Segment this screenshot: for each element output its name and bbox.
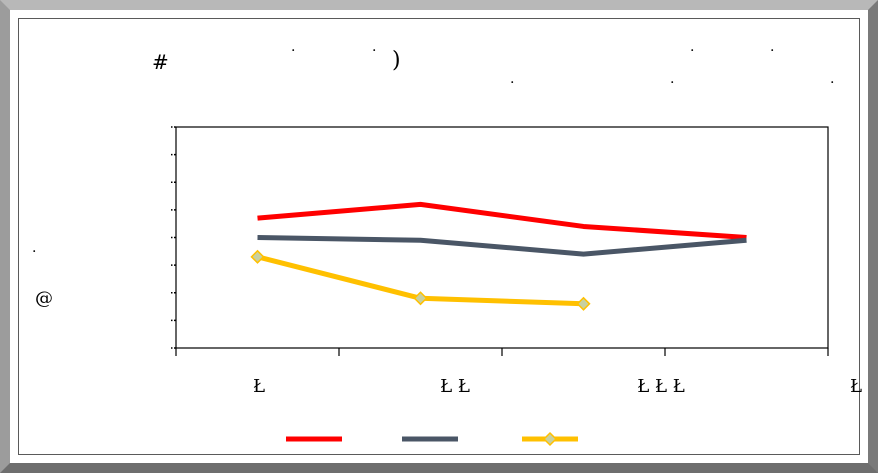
series-point-2 [576, 296, 591, 311]
yaxis-title-glyph-dot: · [32, 244, 37, 260]
x-tick-label: Ł [253, 376, 265, 397]
title-glyph-dot-6: . [670, 71, 675, 87]
title-glyph-dot-1: · [291, 43, 296, 59]
title-glyph-dot-3: · [690, 43, 695, 59]
series-point-2 [250, 249, 265, 264]
series-line-1 [257, 235, 747, 257]
x-tick-label: Ł Ł [440, 376, 470, 397]
title-glyph-dot-5: . [510, 71, 515, 87]
series-point-2 [413, 291, 428, 306]
title-glyph-dot-2: · [372, 43, 377, 59]
yaxis-title-glyph-at: @ [35, 288, 53, 309]
x-tick-label: Ł [850, 376, 862, 397]
title-glyph-hash: # [152, 50, 169, 74]
x-tick-label: Ł Ł Ł [637, 376, 685, 397]
chart-frame-inner-border [18, 18, 860, 455]
title-glyph-dot-7: . [830, 71, 835, 87]
series-line-0 [257, 201, 747, 240]
title-glyph-paren: ) [392, 48, 401, 73]
title-glyph-dot-4: · [770, 43, 775, 59]
legend-marker-2 [542, 431, 558, 447]
